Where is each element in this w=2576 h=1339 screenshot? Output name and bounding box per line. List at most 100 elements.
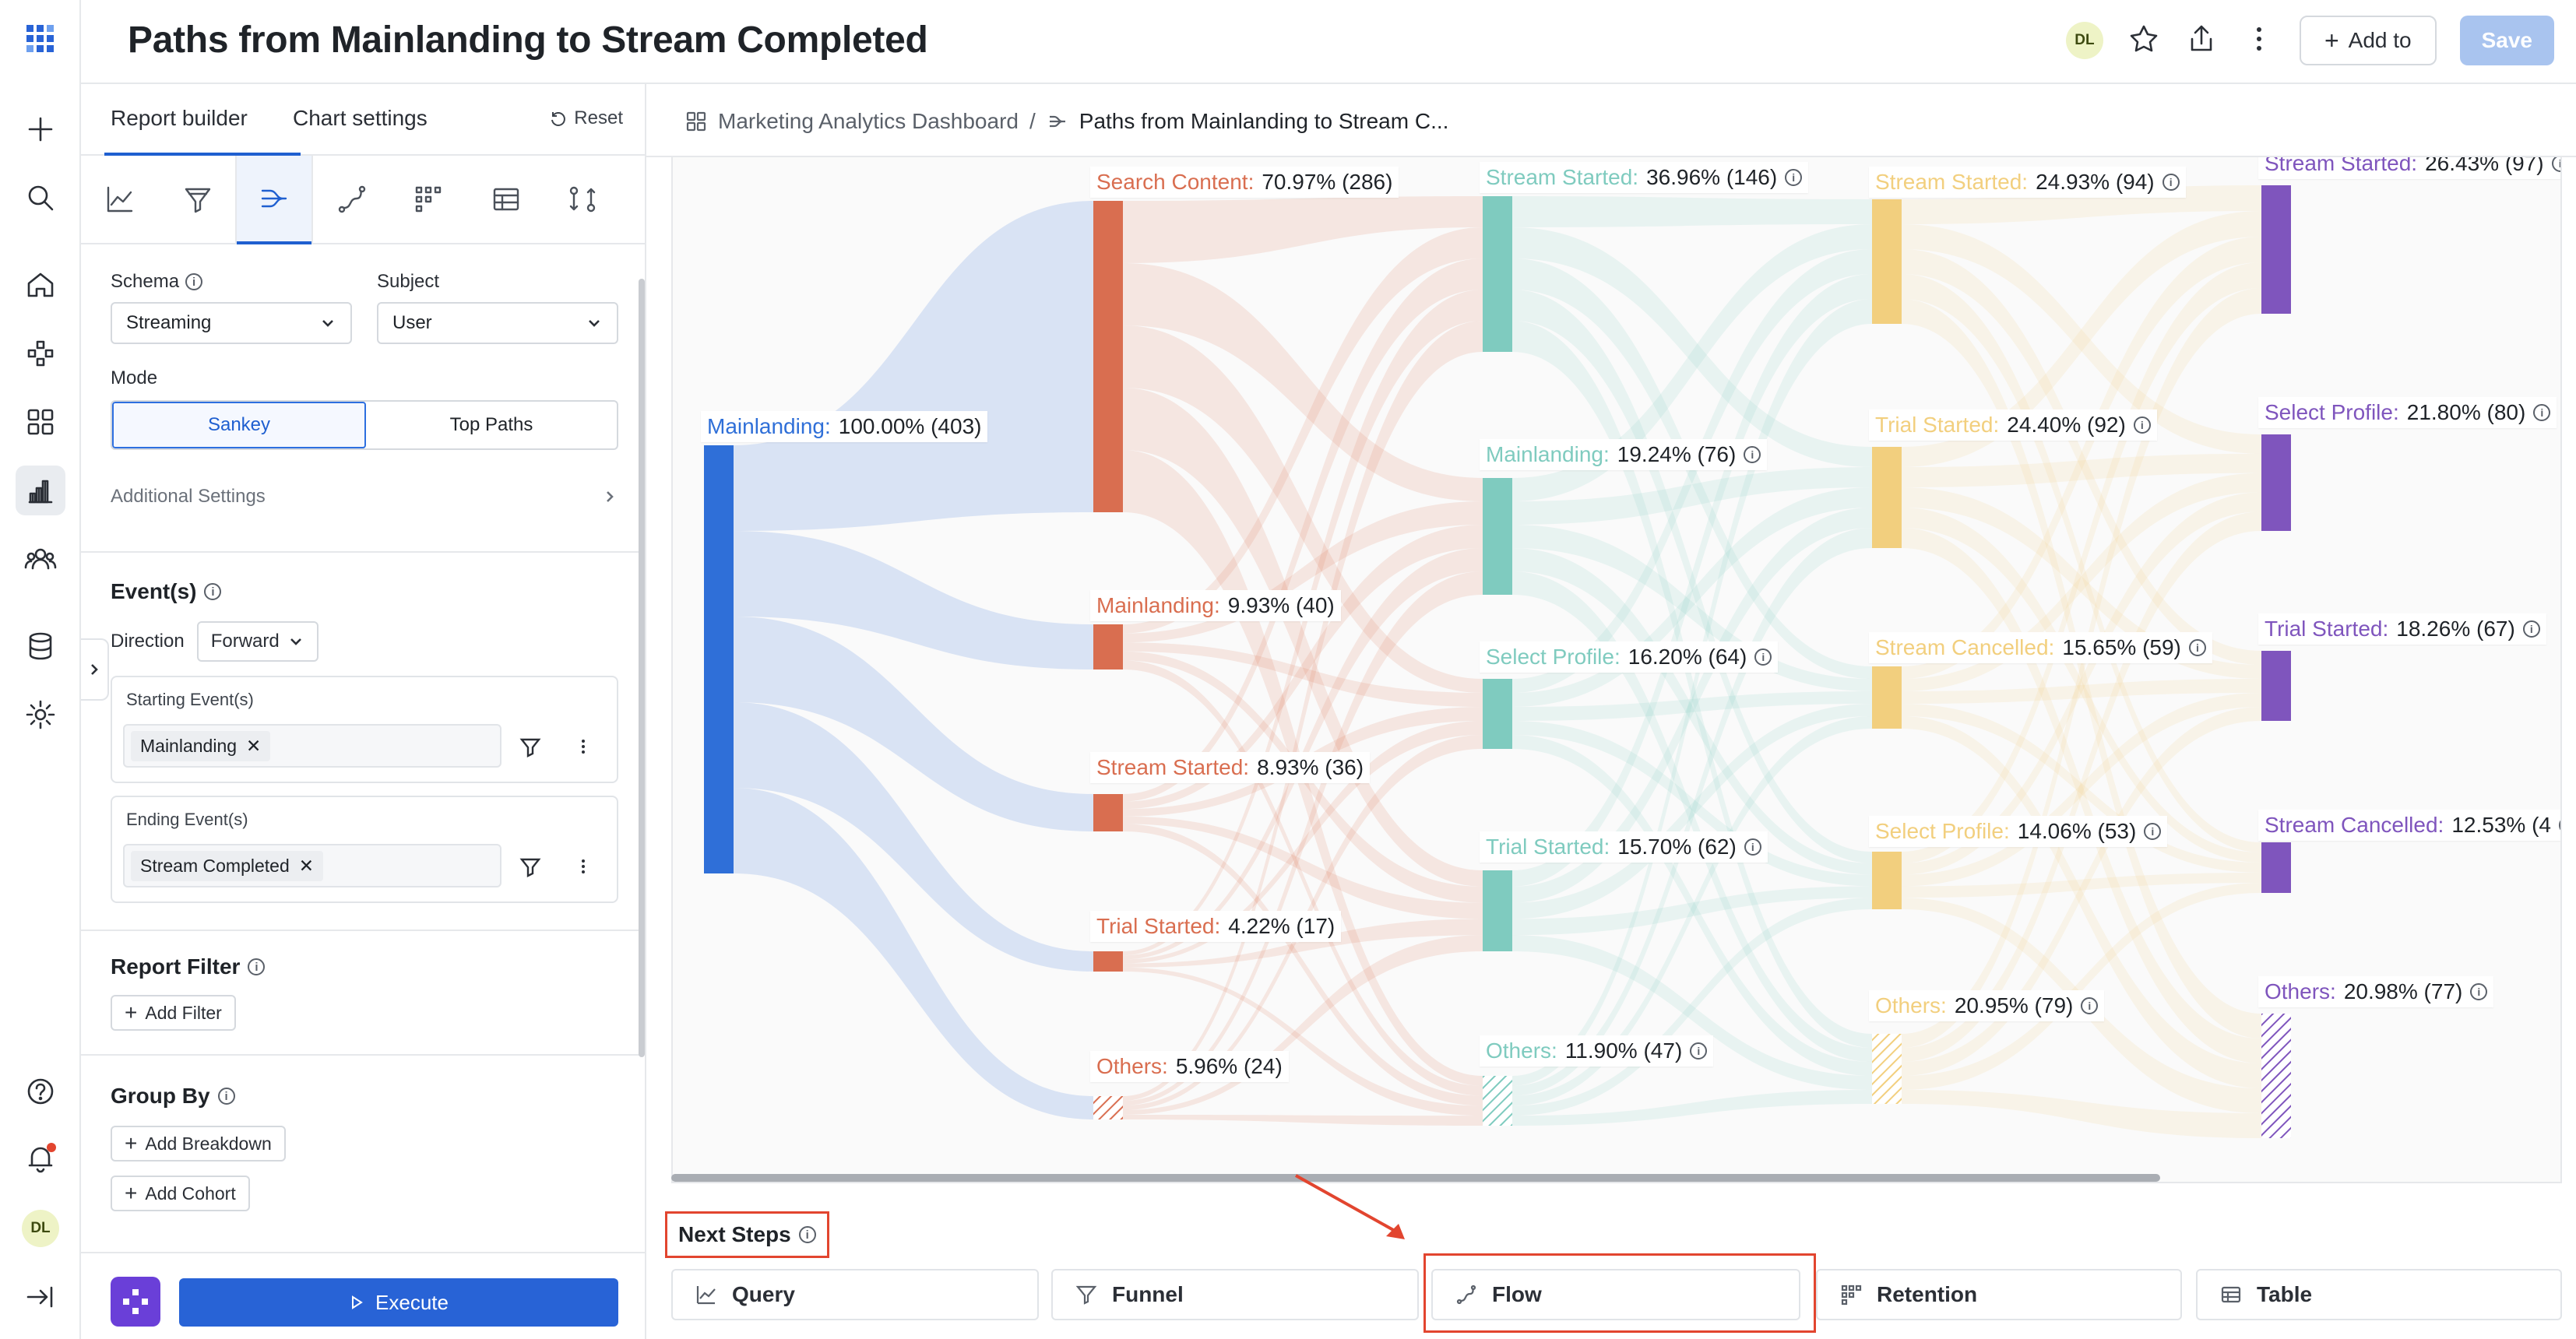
sankey-link[interactable] bbox=[1123, 263, 1483, 501]
direction-select[interactable]: Forward bbox=[196, 621, 318, 662]
next-step-retention-button[interactable]: Retention bbox=[1816, 1269, 2182, 1320]
info-icon[interactable]: i bbox=[2133, 416, 2151, 434]
sankey-link[interactable] bbox=[1512, 487, 1872, 707]
sankey-link[interactable] bbox=[1902, 1090, 2261, 1138]
next-step-table-button[interactable]: Table bbox=[2196, 1269, 2562, 1320]
sankey-node[interactable] bbox=[1093, 624, 1123, 670]
sankey-link[interactable] bbox=[1902, 508, 2261, 863]
sankey-link[interactable] bbox=[1902, 299, 2261, 1039]
sankey-link[interactable] bbox=[1512, 571, 1872, 1062]
sankey-link[interactable] bbox=[734, 617, 1093, 831]
sankey-link[interactable] bbox=[1123, 258, 1483, 802]
sankey-link[interactable] bbox=[1902, 528, 2261, 1063]
sankey-link[interactable] bbox=[1512, 196, 1872, 227]
tab-report-builder[interactable]: Report builder bbox=[111, 106, 248, 130]
sankey-link[interactable] bbox=[1902, 492, 2261, 875]
dashboards-icon[interactable] bbox=[16, 397, 65, 447]
sankey-link[interactable] bbox=[1902, 224, 2261, 454]
sankey-node[interactable] bbox=[2261, 842, 2291, 893]
add-cohort-button[interactable]: + Add Cohort bbox=[111, 1176, 250, 1211]
sankey-link[interactable] bbox=[1902, 873, 2261, 898]
info-icon[interactable]: i bbox=[1754, 648, 1772, 666]
next-step-funnel-button[interactable]: Funnel bbox=[1051, 1269, 1419, 1320]
sankey-link[interactable] bbox=[1123, 325, 1483, 693]
info-icon[interactable]: i bbox=[2533, 404, 2551, 421]
execute-button[interactable]: Execute bbox=[179, 1278, 618, 1327]
starting-events-field[interactable]: Mainlanding ✕ bbox=[123, 724, 501, 768]
info-icon[interactable]: i bbox=[2522, 620, 2540, 638]
sankey-link[interactable] bbox=[1512, 224, 1872, 501]
info-icon[interactable]: i bbox=[1744, 446, 1761, 463]
share-icon[interactable] bbox=[2184, 22, 2219, 60]
sankey-link[interactable] bbox=[1123, 388, 1483, 887]
next-steps-info-icon[interactable]: i bbox=[798, 1226, 816, 1243]
info-icon[interactable]: i bbox=[2081, 997, 2099, 1014]
sankey-link[interactable] bbox=[1123, 501, 1483, 643]
breadcrumb-parent[interactable]: Marketing Analytics Dashboard bbox=[718, 109, 1019, 133]
more-vertical-icon[interactable] bbox=[572, 855, 595, 878]
sankey-node[interactable] bbox=[1483, 1076, 1512, 1126]
info-icon[interactable]: i bbox=[2470, 983, 2488, 1000]
apps-icon[interactable] bbox=[16, 14, 65, 64]
help-icon[interactable] bbox=[16, 1067, 65, 1116]
filter-icon[interactable] bbox=[519, 855, 542, 878]
mode-sankey-button[interactable]: Sankey bbox=[112, 402, 366, 448]
sankey-link[interactable] bbox=[1902, 453, 2261, 487]
plus-icon[interactable] bbox=[16, 104, 65, 154]
info-icon[interactable]: i bbox=[2188, 639, 2206, 656]
sankey-link[interactable] bbox=[1512, 721, 1872, 887]
sankey-node[interactable] bbox=[1093, 201, 1123, 512]
additional-settings-toggle[interactable]: Additional Settings bbox=[111, 486, 618, 508]
sankey-node[interactable] bbox=[1483, 870, 1512, 951]
sankey-link[interactable] bbox=[1902, 274, 2261, 852]
sankey-link[interactable] bbox=[1123, 919, 1483, 968]
star-icon[interactable] bbox=[2127, 22, 2161, 60]
sankey-link[interactable] bbox=[1123, 642, 1483, 707]
sankey-link[interactable] bbox=[1512, 321, 1872, 1048]
sankey-link[interactable] bbox=[1902, 704, 2261, 873]
filter-icon[interactable] bbox=[519, 735, 542, 758]
retention-icon[interactable] bbox=[389, 156, 467, 243]
sankey-node[interactable] bbox=[1872, 447, 1902, 548]
sankey-link[interactable] bbox=[1512, 691, 1872, 721]
info-icon[interactable]: i bbox=[1690, 1042, 1708, 1060]
ending-events-field[interactable]: Stream Completed ✕ bbox=[123, 844, 501, 887]
flow-icon[interactable] bbox=[235, 156, 313, 244]
expand-panel-button[interactable] bbox=[81, 638, 109, 701]
sankey-link[interactable] bbox=[1902, 511, 2261, 1062]
sankey-link[interactable] bbox=[1512, 274, 1872, 887]
sankey-link[interactable] bbox=[1123, 525, 1483, 810]
owner-avatar[interactable]: DL bbox=[2065, 22, 2103, 59]
info-icon[interactable]: i bbox=[1744, 838, 1761, 856]
sankey-link[interactable] bbox=[1123, 227, 1483, 634]
sankey-link[interactable] bbox=[1512, 525, 1872, 691]
sankey-link[interactable] bbox=[734, 201, 1093, 531]
sankey-link[interactable] bbox=[1512, 704, 1872, 919]
sankey-link[interactable] bbox=[734, 702, 1093, 972]
sankey-link[interactable] bbox=[1512, 227, 1872, 467]
sankey-node[interactable] bbox=[1872, 666, 1902, 729]
sankey-link[interactable] bbox=[1512, 467, 1872, 525]
sankey-link[interactable] bbox=[1123, 571, 1483, 1105]
sankey-link[interactable] bbox=[1123, 816, 1483, 919]
more-vertical-icon[interactable] bbox=[572, 735, 595, 758]
add-breakdown-button[interactable]: + Add Breakdown bbox=[111, 1126, 286, 1162]
sankey-node[interactable] bbox=[2261, 434, 2291, 531]
sankey-link[interactable] bbox=[1902, 707, 2261, 1076]
funnel-icon[interactable] bbox=[159, 156, 237, 243]
add-to-button[interactable]: + Add to bbox=[2299, 16, 2437, 65]
path-icon[interactable] bbox=[313, 156, 391, 243]
remove-chip-icon[interactable]: ✕ bbox=[246, 735, 262, 756]
sankey-node[interactable] bbox=[1872, 1034, 1902, 1104]
remove-chip-icon[interactable]: ✕ bbox=[298, 855, 315, 876]
sankey-link[interactable] bbox=[1512, 548, 1872, 875]
sankey-link[interactable] bbox=[1123, 660, 1483, 1096]
info-icon[interactable]: i bbox=[2162, 174, 2180, 191]
sankey-link[interactable] bbox=[1123, 824, 1483, 1106]
sankey-link[interactable] bbox=[1512, 508, 1872, 903]
table-icon[interactable] bbox=[467, 156, 545, 243]
sankey-link[interactable] bbox=[1902, 249, 2261, 665]
sankey-link[interactable] bbox=[1902, 262, 2261, 863]
avatar[interactable]: DL bbox=[16, 1204, 65, 1253]
info-icon[interactable]: i bbox=[1785, 169, 1803, 186]
